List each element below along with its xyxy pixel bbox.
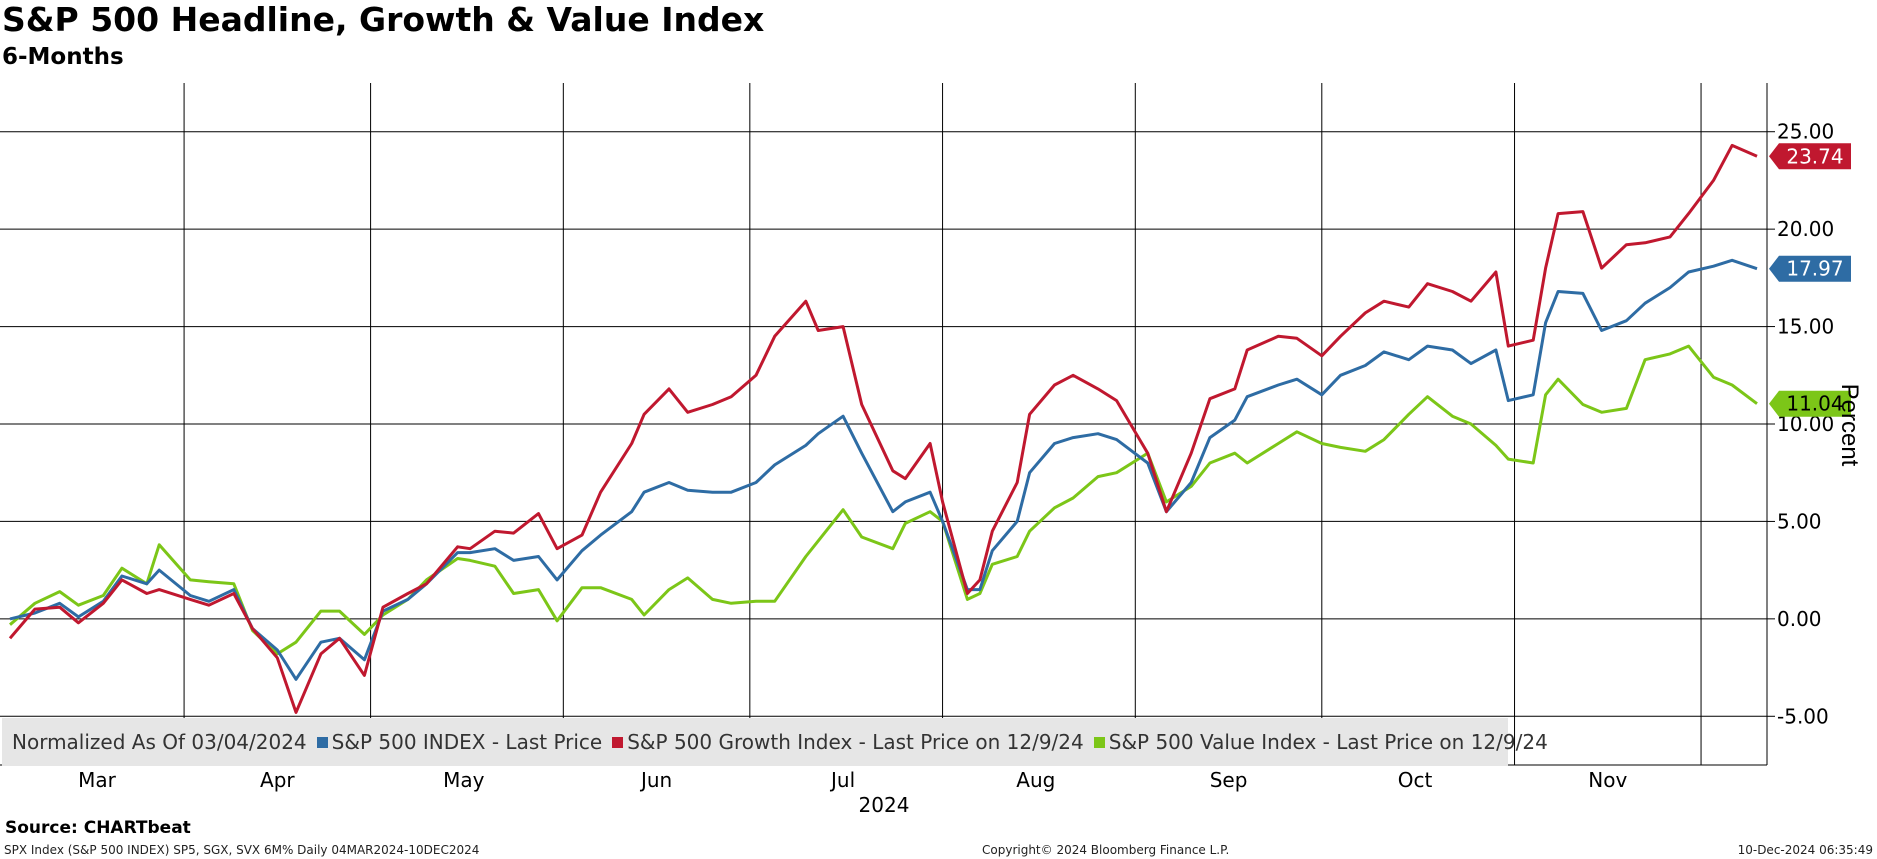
value-labels: 17.97 23.74 11.04 [1769, 143, 1851, 417]
legend-label-growth: S&P 500 Growth Index - Last Price on 12/… [627, 730, 1084, 754]
legend-prefix-text: Normalized As Of 03/04/2024 [12, 730, 307, 754]
footer-left: SPX Index (S&P 500 INDEX) SP5, SGX, SVX … [4, 843, 480, 857]
y-tick-label: -5.00 [1777, 704, 1829, 728]
y-tick-label: 5.00 [1777, 509, 1822, 533]
last-value-badge [1769, 390, 1851, 417]
legend-prefix: Normalized As Of 03/04/2024 [12, 730, 307, 754]
last-value-label-0: 17.97 [1769, 255, 1851, 282]
source-label: Source: CHARTbeat [5, 818, 191, 838]
x-tick-label: Sep [1210, 768, 1248, 792]
last-value-text: 11.04 [1786, 392, 1843, 416]
x-tick-label: Mar [78, 768, 117, 792]
x-tick-label: Nov [1588, 768, 1627, 792]
grid-layer [0, 83, 1767, 765]
footer-timestamp: 10-Dec-2024 06:35:49 [1737, 843, 1873, 857]
x-tick-label: May [443, 768, 485, 792]
series-line-0 [9, 258, 1758, 681]
footer-copyright: Copyright© 2024 Bloomberg Finance L.P. [982, 843, 1230, 857]
legend-swatch-spx [316, 736, 328, 748]
legend-item-growth[interactable]: S&P 500 Growth Index - Last Price on 12/… [612, 730, 1084, 754]
last-value-badge [1769, 255, 1851, 282]
legend-swatch-growth [612, 736, 624, 748]
chart-subtitle: 6-Months [2, 44, 124, 70]
legend: Normalized As Of 03/04/2024 S&P 500 INDE… [2, 718, 1548, 766]
chart-title: S&P 500 Headline, Growth & Value Index [2, 0, 765, 39]
series-layer [8, 143, 1758, 714]
x-tick-label: Oct [1398, 768, 1433, 792]
legend-label-spx: S&P 500 INDEX - Last Price [331, 730, 603, 754]
y-tick-label: 25.00 [1777, 120, 1834, 144]
tick-labels: Mar Apr May Jun Jul Aug Sep Oct Nov -5.00 0.00 5.00… [78, 120, 1834, 792]
x-axis-year-label: 2024 [859, 793, 910, 817]
x-tick-label: Apr [260, 768, 295, 792]
last-value-label-2: 11.04 [1769, 390, 1851, 417]
x-tick-label: Aug [1016, 768, 1055, 792]
x-tick-label: Jul [829, 768, 855, 792]
legend-item-spx[interactable]: S&P 500 INDEX - Last Price [316, 730, 603, 754]
legend-label-value: S&P 500 Value Index - Last Price on 12/9… [1108, 730, 1548, 754]
y-tick-label: 20.00 [1777, 217, 1834, 241]
y-tick-label: 0.00 [1777, 607, 1822, 631]
last-value-text: 17.97 [1786, 257, 1843, 281]
series-line-2 [9, 344, 1758, 656]
y-tick-label: 15.00 [1777, 315, 1834, 339]
y-axis-label: Percent [1836, 384, 1863, 467]
last-value-badge [1769, 143, 1851, 170]
legend-item-value[interactable]: S&P 500 Value Index - Last Price on 12/9… [1093, 730, 1548, 754]
series-line-1 [8, 143, 1758, 714]
last-value-label-1: 23.74 [1769, 143, 1851, 170]
x-tick-label: Jun [639, 768, 672, 792]
last-value-text: 23.74 [1786, 144, 1843, 168]
legend-swatch-value [1093, 736, 1105, 748]
